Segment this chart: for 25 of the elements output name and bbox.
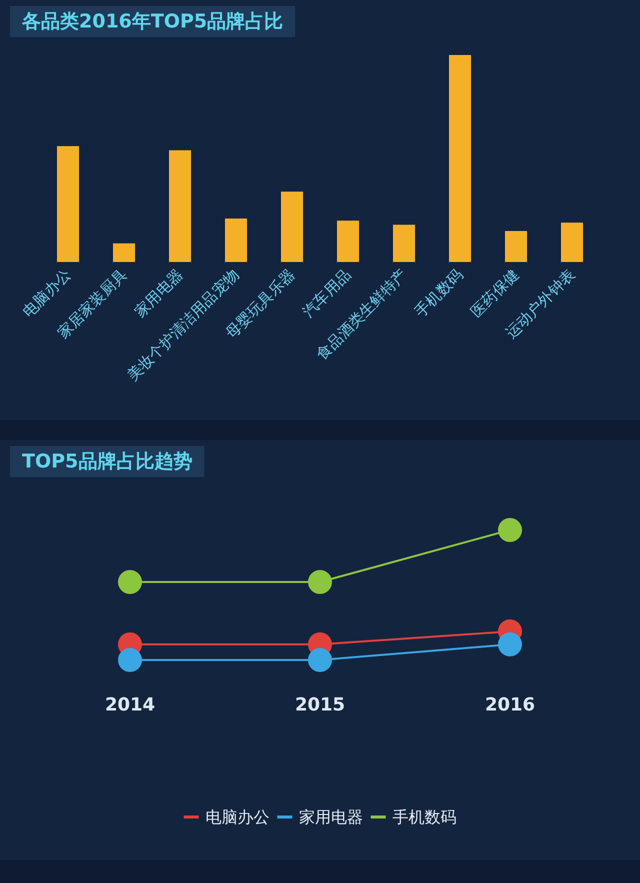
bar bbox=[393, 224, 415, 262]
chart-title: 各品类2016年TOP5品牌占比 bbox=[21, 10, 284, 32]
bar bbox=[57, 146, 79, 262]
bar bbox=[169, 150, 191, 262]
bar bbox=[337, 220, 359, 262]
x-tick-label: 2015 bbox=[294, 694, 346, 716]
bar bbox=[505, 230, 527, 262]
point bbox=[308, 570, 332, 594]
legend-label: 电脑办公 bbox=[205, 808, 270, 826]
bar bbox=[225, 218, 247, 262]
legend-label: 家用电器 bbox=[298, 808, 363, 826]
x-tick-label: 2014 bbox=[104, 694, 156, 716]
point bbox=[308, 648, 332, 672]
point bbox=[498, 518, 522, 542]
x-tick-label: 手机数码 bbox=[411, 266, 466, 321]
x-tick-label: 2016 bbox=[484, 694, 536, 716]
point bbox=[118, 570, 142, 594]
point bbox=[118, 648, 142, 672]
bar bbox=[561, 222, 583, 262]
legend-label: 手机数码 bbox=[392, 808, 456, 826]
bar bbox=[449, 55, 471, 262]
bar bbox=[281, 192, 303, 262]
chart-title: TOP5品牌占比趋势 bbox=[22, 450, 192, 472]
bar bbox=[113, 243, 135, 262]
point bbox=[498, 632, 522, 656]
